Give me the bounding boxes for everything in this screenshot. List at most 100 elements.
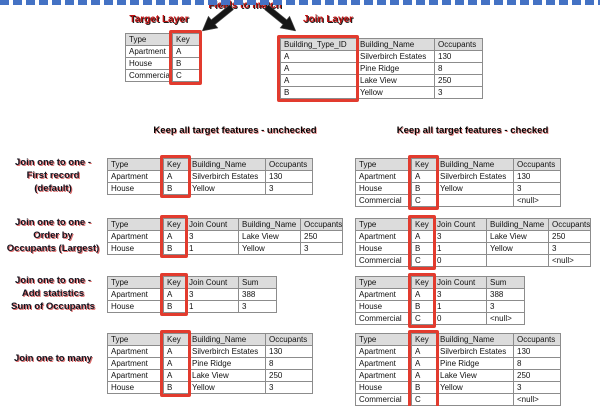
label-line: First record	[26, 170, 80, 181]
label-line: Join one to many	[13, 353, 93, 364]
label-line: (default)	[34, 183, 72, 194]
table-cell: A	[163, 369, 189, 382]
table-cell: 1	[433, 242, 487, 255]
row3-unchecked-table: Type Key Join Count Sum Apartment A 3 388 House B…	[107, 273, 277, 316]
table-row: House B 1 Yellow 3	[355, 242, 591, 255]
table-row: Commercial C <null>	[355, 393, 561, 406]
label-line: Occupants (Largest)	[6, 243, 100, 254]
table-cell: House	[107, 242, 164, 255]
table-row: Commercial C 0 <null>	[355, 254, 591, 267]
column-header: Join Count	[433, 276, 487, 289]
label-line: Join one to one -	[15, 275, 91, 286]
table-row: Apartment A Lake View 250	[107, 369, 313, 382]
table-cell: Commercial	[355, 194, 412, 207]
table-cell: Silverbirch Estates	[188, 170, 266, 183]
table-cell: Yellow	[188, 182, 266, 195]
column-header: Building_Name	[238, 218, 301, 231]
table-cell: 1	[433, 300, 487, 313]
table-cell: Apartment	[355, 288, 412, 301]
table-row: Apartment A Pine Ridge 8	[107, 357, 313, 370]
table-cell: Apartment	[107, 288, 164, 301]
table-cell: 8	[513, 357, 561, 370]
table-cell: B	[163, 381, 189, 394]
table-row: Commercial C	[125, 69, 200, 82]
label-line: Join one to one -	[15, 217, 91, 228]
table-cell: B	[163, 182, 189, 195]
column-header: Type	[355, 158, 412, 171]
table-cell: A	[163, 170, 189, 183]
table-cell: 0	[433, 254, 487, 267]
table-cell: Apartment	[125, 45, 173, 58]
table-cell: Apartment	[107, 345, 164, 358]
table-cell: 250	[300, 230, 343, 243]
table-cell: 3	[433, 230, 487, 243]
table-cell: Yellow	[188, 381, 266, 394]
column-header: Type	[125, 33, 173, 46]
column-header: Key	[411, 158, 437, 171]
table-cell: 8	[434, 62, 483, 75]
column-header: Type	[107, 276, 164, 289]
table-cell: House	[355, 182, 412, 195]
table-row: B Yellow 3	[280, 86, 483, 99]
table-cell: Yellow	[356, 86, 435, 99]
table-cell: Silverbirch Estates	[356, 50, 435, 63]
column-header: Type	[355, 333, 412, 346]
column-header: Key	[411, 218, 434, 231]
table-row: Apartment A Pine Ridge 8	[355, 357, 561, 370]
table-cell: House	[107, 300, 164, 313]
table-cell: Silverbirch Estates	[188, 345, 266, 358]
table-cell: B	[280, 86, 357, 99]
table-cell: A	[411, 345, 437, 358]
table-cell: Silverbirch Estates	[436, 345, 514, 358]
column-header: Type	[107, 158, 164, 171]
table-cell: <null>	[513, 194, 561, 207]
keep-all-unchecked-header: Keep all target features - unchecked	[153, 125, 317, 136]
column-header: Key	[163, 158, 189, 171]
table-cell: Commercial	[355, 312, 412, 325]
table-row: House B Yellow 3	[355, 381, 561, 394]
table-cell: Lake View	[486, 230, 549, 243]
table-cell: 3	[434, 86, 483, 99]
column-header: Occupants	[513, 158, 561, 171]
table-cell: Pine Ridge	[188, 357, 266, 370]
column-header: Key	[411, 333, 437, 346]
table-cell: 1	[185, 242, 239, 255]
table-cell: 130	[513, 170, 561, 183]
keep-all-checked-header: Keep all target features - checked	[396, 125, 549, 136]
table-cell: 250	[434, 74, 483, 87]
table-cell: 388	[486, 288, 525, 301]
table-cell: 3	[486, 300, 525, 313]
table-cell: Lake View	[238, 230, 301, 243]
table-row: Apartment A Silverbirch Estates 130	[107, 345, 313, 358]
table-cell: 3	[433, 288, 487, 301]
table-cell: Apartment	[355, 357, 412, 370]
table-cell: C	[411, 312, 434, 325]
table-cell: 3	[548, 242, 591, 255]
column-header: Type	[107, 333, 164, 346]
column-header: Building_Name	[188, 333, 266, 346]
table-cell: Commercial	[355, 254, 412, 267]
column-header: Join Count	[185, 276, 239, 289]
column-header: Key	[163, 218, 186, 231]
table-cell: A	[280, 74, 357, 87]
join-one-to-one-add-statistics-label: Join one to one - Add statistics Sum of Oc…	[0, 274, 106, 313]
join-layer-label: Join Layer	[302, 14, 354, 25]
table-cell	[436, 194, 514, 207]
table-row: Apartment A 3 Lake View 250	[107, 230, 343, 243]
table-cell: C	[172, 69, 200, 82]
table-row: Apartment A 3 388	[107, 288, 277, 301]
table-cell: Yellow	[238, 242, 301, 255]
table-cell: Yellow	[436, 182, 514, 195]
table-row: Apartment A 3 388	[355, 288, 525, 301]
column-header: Occupants	[300, 218, 343, 231]
row4-unchecked-table: Type Key Building_Name Occupants Apartment A S…	[107, 330, 313, 397]
table-cell: House	[355, 242, 412, 255]
table-row: House B 1 Yellow 3	[107, 242, 343, 255]
table-row: Commercial C <null>	[355, 194, 561, 207]
table-row: A Pine Ridge 8	[280, 62, 483, 75]
section-divider-dashed-line	[0, 0, 600, 5]
table-cell: Lake View	[356, 74, 435, 87]
table-cell: Apartment	[355, 230, 412, 243]
column-header: Building_Name	[188, 158, 266, 171]
